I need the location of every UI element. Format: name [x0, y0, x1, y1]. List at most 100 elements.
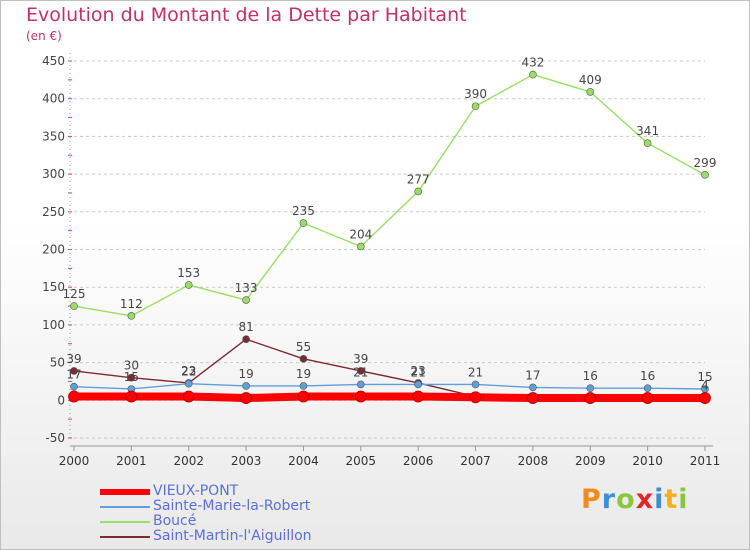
- x-tick-label: 2010: [632, 454, 663, 468]
- brand-letter: o: [616, 484, 636, 515]
- brand-letter: t: [664, 484, 679, 515]
- y-tick-label: -50: [45, 431, 65, 445]
- data-label: 235: [292, 204, 315, 218]
- y-tick-label: 350: [42, 129, 65, 143]
- y-tick-label: 450: [42, 54, 65, 68]
- data-label: 4: [701, 378, 709, 392]
- data-label: 432: [521, 56, 544, 70]
- x-tick-label: 2003: [231, 454, 262, 468]
- data-point: [70, 382, 78, 391]
- data-point: [584, 392, 597, 404]
- x-tick-label: 2007: [460, 454, 491, 468]
- data-label: 16: [640, 369, 655, 383]
- data-label: 30: [124, 359, 139, 373]
- data-label: 15: [697, 370, 712, 384]
- data-point: [299, 355, 308, 363]
- y-tick-label: 0: [57, 393, 65, 407]
- data-point: [184, 281, 193, 289]
- data-point: [529, 383, 537, 392]
- y-tick-label: 50: [50, 356, 65, 370]
- data-point: [471, 380, 480, 389]
- data-point: [357, 380, 365, 389]
- legend-swatch-saint-martin: [100, 536, 150, 538]
- y-tick-label: 300: [42, 167, 65, 181]
- data-point: [242, 296, 250, 304]
- brand-letter: x: [635, 484, 655, 515]
- data-point: [70, 367, 78, 375]
- x-tick-label: 2001: [116, 454, 147, 468]
- data-point: [127, 373, 136, 382]
- data-label: 204: [349, 227, 372, 241]
- x-tick-label: 2011: [690, 454, 721, 468]
- data-point: [297, 390, 310, 403]
- data-label: 39: [353, 352, 368, 366]
- series-line: [70, 392, 709, 403]
- data-point: [414, 380, 422, 389]
- data-point: [471, 102, 480, 111]
- data-point: [527, 392, 539, 404]
- data-label: 125: [63, 287, 86, 301]
- brand-logo: Proxiti: [581, 484, 689, 515]
- y-tick-label: 100: [42, 318, 65, 332]
- x-tick-label: 2008: [518, 454, 549, 468]
- data-point: [354, 390, 367, 403]
- data-point: [182, 390, 195, 403]
- data-point: [641, 392, 654, 404]
- data-label: 81: [238, 320, 253, 334]
- x-tick-label: 2009: [575, 454, 606, 468]
- x-tick-label: 2002: [173, 454, 204, 468]
- brand-letter: P: [581, 484, 602, 515]
- data-label: 153: [177, 266, 200, 280]
- brand-letter: i: [654, 484, 665, 515]
- data-label: 23: [181, 364, 196, 378]
- series-line: [73, 383, 706, 390]
- data-point: [529, 70, 537, 79]
- data-point: [299, 382, 308, 390]
- brand-letter: r: [601, 484, 617, 515]
- x-tick-label: 2005: [346, 454, 377, 468]
- data-point: [125, 390, 138, 403]
- data-label: 341: [636, 124, 659, 138]
- data-label: 19: [238, 367, 253, 381]
- data-point: [643, 384, 652, 393]
- y-tick-label: 150: [42, 280, 65, 294]
- data-label: 55: [296, 340, 311, 354]
- data-point: [68, 390, 80, 403]
- data-point: [469, 391, 482, 404]
- legend-swatch-sainte-marie: [100, 506, 150, 508]
- data-label: 133: [235, 281, 258, 295]
- data-label: 21: [411, 365, 426, 379]
- data-point: [127, 312, 136, 320]
- data-point: [357, 367, 365, 375]
- data-point: [412, 390, 425, 403]
- legend-swatch-vieux-pont: [100, 489, 150, 495]
- legend-label-vieux-pont: VIEUX-PONT: [153, 483, 239, 499]
- data-label: 21: [468, 365, 483, 379]
- x-tick-label: 2000: [59, 454, 90, 468]
- data-label: 21: [353, 365, 368, 379]
- legend-swatch-bouce: [100, 521, 150, 523]
- data-label: 19: [296, 367, 311, 381]
- data-label: 299: [694, 156, 717, 170]
- legend-label-sainte-marie: Sainte-Marie-la-Robert: [153, 498, 311, 514]
- data-label: 390: [464, 87, 487, 101]
- data-point: [586, 88, 595, 96]
- data-point: [586, 384, 595, 393]
- data-point: [184, 379, 193, 388]
- data-label: 15: [124, 370, 139, 384]
- x-tick-label: 2004: [288, 454, 319, 468]
- data-point: [699, 392, 711, 404]
- data-label: 112: [120, 297, 143, 311]
- x-tick-label: 2006: [403, 454, 434, 468]
- chart-subtitle: (en €): [26, 29, 62, 43]
- data-point: [240, 392, 252, 404]
- data-label: 409: [579, 73, 602, 87]
- brand-letter: i: [678, 484, 689, 515]
- chart-title: Evolution du Montant de la Dette par Hab…: [26, 4, 467, 26]
- y-tick-label: 250: [42, 205, 65, 219]
- data-label: 17: [525, 368, 540, 382]
- legend-label-saint-martin: Saint-Martin-l'Aiguillon: [153, 528, 312, 544]
- y-tick-label: 400: [42, 92, 65, 106]
- data-label: 17: [66, 368, 81, 382]
